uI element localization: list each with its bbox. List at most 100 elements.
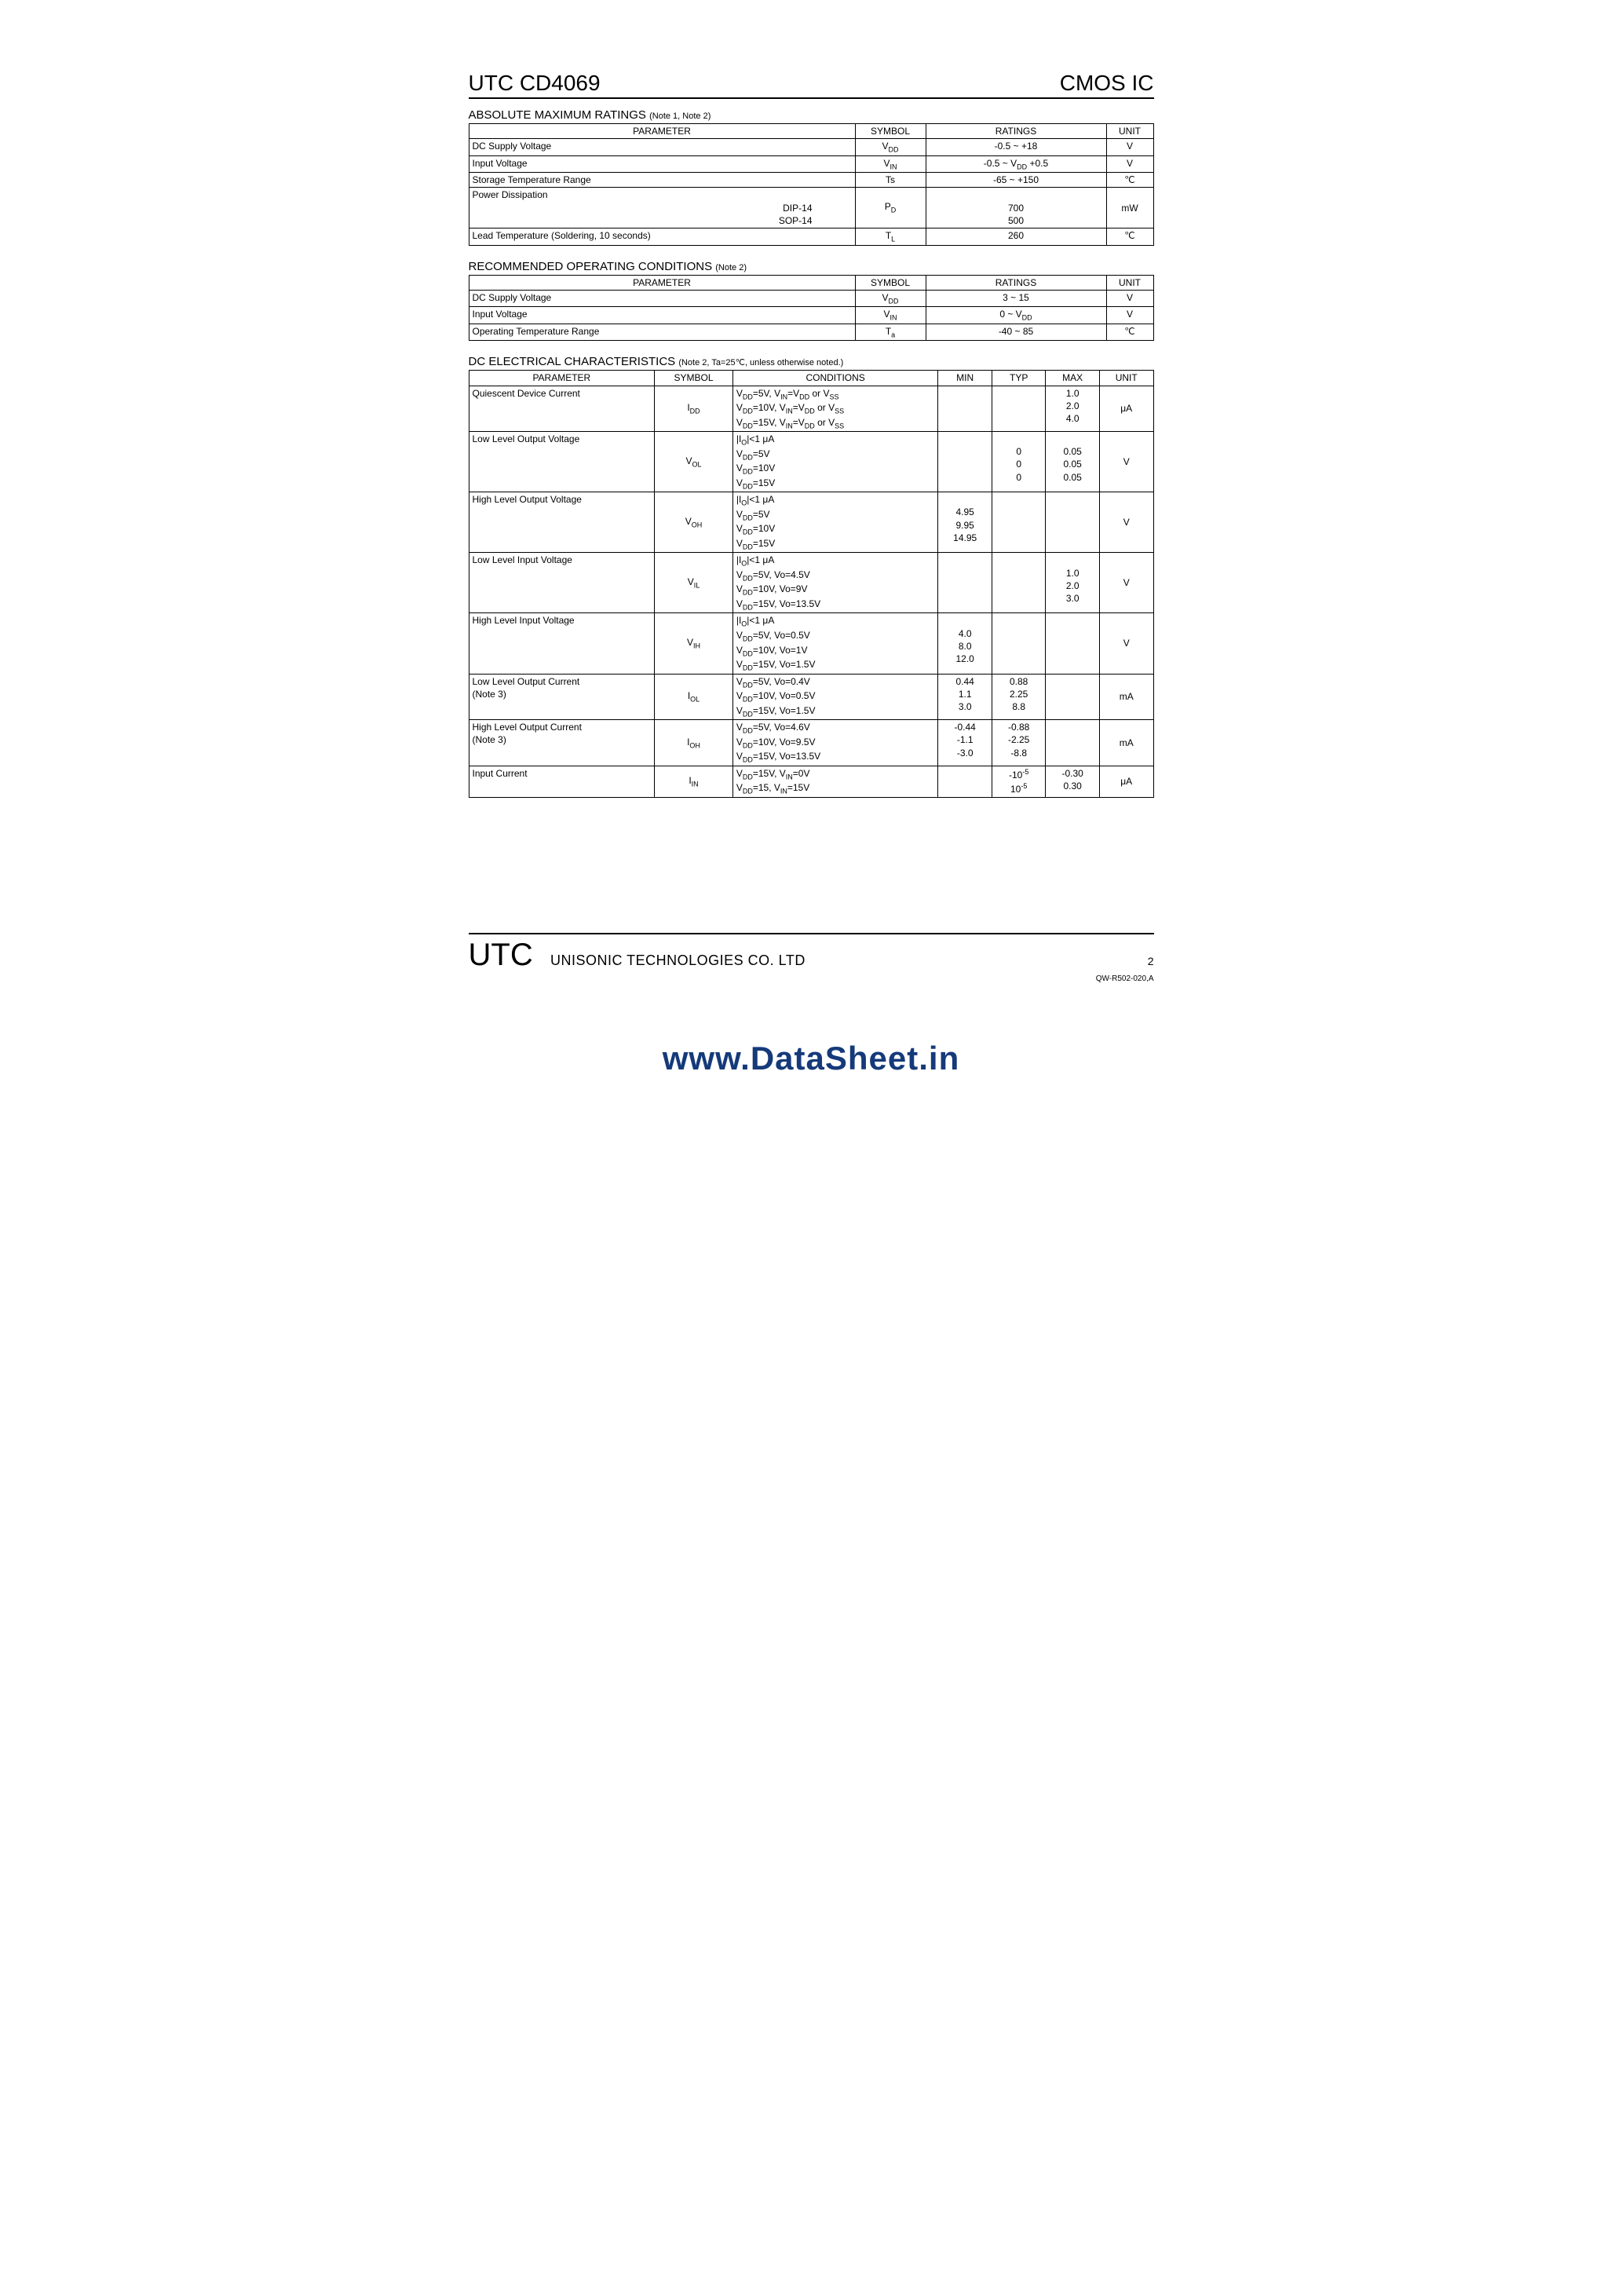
cell: -0.88-2.25-8.8 [992,720,1046,766]
cell: 0.882.258.8 [992,674,1046,720]
cell: Input Voltage [469,307,855,324]
watermark: www.DataSheet.in [406,1040,1217,1077]
cell: μA [1099,766,1153,797]
cell: Input Current [469,766,655,797]
cell: DC Supply Voltage [469,139,855,156]
cell [938,432,992,492]
cell [1046,720,1100,766]
table-row: High Level Input Voltage VIH |IO|<1 μA V… [469,613,1153,674]
hdr-min: MIN [938,371,992,386]
hdr-ratings: RATINGS [926,124,1106,139]
cell: VDD=5V, Vo=0.4V VDD=10V, Vo=0.5V VDD=15V… [732,674,938,720]
hdr-ratings: RATINGS [926,275,1106,290]
cell: 4.959.9514.95 [938,492,992,553]
cell: V [1099,492,1153,553]
hdr-unit: UNIT [1106,124,1153,139]
cell: High Level Input Voltage [469,613,655,674]
cell: V [1099,553,1153,613]
cell: 4.08.012.0 [938,613,992,674]
footer-company: UNISONIC TECHNOLOGIES CO. LTD [550,952,806,968]
cell: -65 ~ +150 [926,173,1106,188]
cell: ℃ [1106,324,1153,341]
cell: IIN [655,766,733,797]
cell [992,386,1046,432]
cell: High Level Output Voltage [469,492,655,553]
cell: V [1099,613,1153,674]
rec-op-table: PARAMETER SYMBOL RATINGS UNIT DC Supply … [469,275,1154,342]
hdr-symbol: SYMBOL [855,275,926,290]
cell: Power Dissipation DIP-14 SOP-14 [469,188,855,229]
cell: 0 ~ VDD [926,307,1106,324]
cell: Quiescent Device Current [469,386,655,432]
table-header-row: PARAMETER SYMBOL RATINGS UNIT [469,124,1153,139]
dc-char-table: PARAMETER SYMBOL CONDITIONS MIN TYP MAX … [469,370,1154,798]
ic-family: CMOS IC [1060,71,1154,96]
cell: |IO|<1 μA VDD=5V VDD=10V VDD=15V [732,432,938,492]
cell: mA [1099,674,1153,720]
cell: 700500 [926,188,1106,229]
part-number: UTC CD4069 [469,71,601,96]
cell: -0.44-1.1-3.0 [938,720,992,766]
cell: 1.02.04.0 [1046,386,1100,432]
table-row: Lead Temperature (Soldering, 10 seconds)… [469,229,1153,246]
hdr-symbol: SYMBOL [655,371,733,386]
footer-left: UTC UNISONIC TECHNOLOGIES CO. LTD [469,938,806,973]
table-row: Low Level Output Voltage VOL |IO|<1 μA V… [469,432,1153,492]
hdr-parameter: PARAMETER [469,275,855,290]
cell: IOH [655,720,733,766]
cell: Operating Temperature Range [469,324,855,341]
table-row: Power Dissipation DIP-14 SOP-14 PD 70050… [469,188,1153,229]
cell: VIH [655,613,733,674]
cell: IDD [655,386,733,432]
cell: 0.441.13.0 [938,674,992,720]
cell: VIL [655,553,733,613]
cell: IOL [655,674,733,720]
cell: |IO|<1 μA VDD=5V VDD=10V VDD=15V [732,492,938,553]
cell: 260 [926,229,1106,246]
cell: Low Level Input Voltage [469,553,655,613]
cell [1046,674,1100,720]
rec-op-title: RECOMMENDED OPERATING CONDITIONS (Note 2… [469,260,1154,273]
cell: mW [1106,188,1153,229]
hdr-symbol: SYMBOL [855,124,926,139]
table-row: High Level Output Current(Note 3) IOH VD… [469,720,1153,766]
dc-char-title-text: DC ELECTRICAL CHARACTERISTICS [469,355,676,368]
cell: 0.050.050.05 [1046,432,1100,492]
cell [992,613,1046,674]
cell: VDD=15V, VIN=0V VDD=15, VIN=15V [732,766,938,797]
table-row: Input Voltage VIN 0 ~ VDD V [469,307,1153,324]
cell: Ts [855,173,926,188]
table-row: DC Supply Voltage VDD -0.5 ~ +18 V [469,139,1153,156]
footer-page-number: 2 [1148,955,1154,967]
table-row: Storage Temperature Range Ts -65 ~ +150 … [469,173,1153,188]
table-row: High Level Output Voltage VOH |IO|<1 μA … [469,492,1153,553]
footer-logo: UTC [469,938,533,972]
page-header: UTC CD4069 CMOS IC [469,71,1154,99]
cell: μA [1099,386,1153,432]
table-header-row: PARAMETER SYMBOL RATINGS UNIT [469,275,1153,290]
dc-char-title: DC ELECTRICAL CHARACTERISTICS (Note 2, T… [469,355,1154,368]
page-footer: UTC UNISONIC TECHNOLOGIES CO. LTD 2 QW-R… [469,933,1154,983]
rec-op-title-text: RECOMMENDED OPERATING CONDITIONS [469,260,713,273]
cell: DC Supply Voltage [469,290,855,307]
abs-max-note: (Note 1, Note 2) [649,112,711,121]
cell [1046,613,1100,674]
cell: V [1106,290,1153,307]
cell: TL [855,229,926,246]
cell: Ta [855,324,926,341]
cell: PD [855,188,926,229]
cell: -0.300.30 [1046,766,1100,797]
table-row: Quiescent Device Current IDD VDD=5V, VIN… [469,386,1153,432]
cell: mA [1099,720,1153,766]
cell: -0.5 ~ VDD +0.5 [926,155,1106,173]
hdr-unit: UNIT [1106,275,1153,290]
cell: 000 [992,432,1046,492]
cell: |IO|<1 μA VDD=5V, Vo=0.5V VDD=10V, Vo=1V… [732,613,938,674]
cell: Low Level Output Current(Note 3) [469,674,655,720]
cell: VDD [855,290,926,307]
cell: VDD=5V, Vo=4.6V VDD=10V, Vo=9.5V VDD=15V… [732,720,938,766]
abs-max-table: PARAMETER SYMBOL RATINGS UNIT DC Supply … [469,123,1154,246]
cell [938,553,992,613]
cell: ℃ [1106,229,1153,246]
cell: |IO|<1 μA VDD=5V, Vo=4.5V VDD=10V, Vo=9V… [732,553,938,613]
